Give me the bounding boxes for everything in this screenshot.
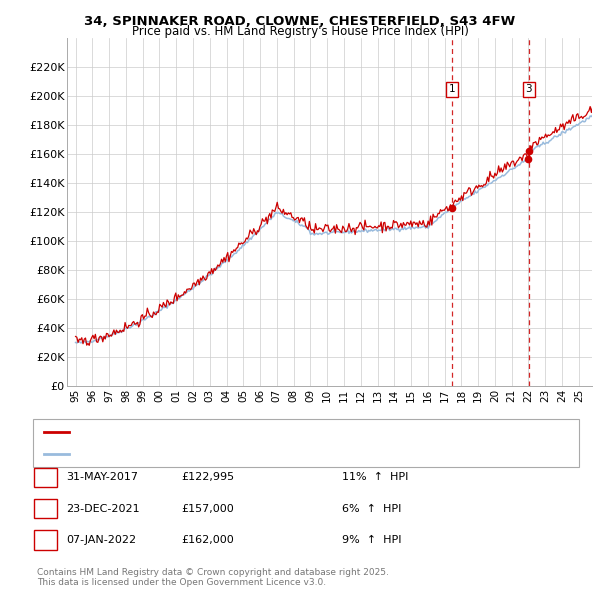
Text: £122,995: £122,995 [181, 473, 234, 482]
Text: 31-MAY-2017: 31-MAY-2017 [66, 473, 138, 482]
Text: 23-DEC-2021: 23-DEC-2021 [66, 504, 140, 513]
Text: This data is licensed under the Open Government Licence v3.0.: This data is licensed under the Open Gov… [37, 578, 326, 587]
Text: 1: 1 [42, 473, 49, 482]
Text: £157,000: £157,000 [181, 504, 234, 513]
Text: 2: 2 [42, 504, 49, 513]
Text: 34, SPINNAKER ROAD, CLOWNE, CHESTERFIELD, S43 4FW (semi-detached house): 34, SPINNAKER ROAD, CLOWNE, CHESTERFIELD… [72, 427, 471, 437]
Text: 9%  ↑  HPI: 9% ↑ HPI [342, 535, 401, 545]
Text: £162,000: £162,000 [181, 535, 234, 545]
Text: 07-JAN-2022: 07-JAN-2022 [66, 535, 136, 545]
Text: 3: 3 [42, 535, 49, 545]
Text: Price paid vs. HM Land Registry's House Price Index (HPI): Price paid vs. HM Land Registry's House … [131, 25, 469, 38]
Text: 3: 3 [526, 84, 532, 94]
Text: 34, SPINNAKER ROAD, CLOWNE, CHESTERFIELD, S43 4FW: 34, SPINNAKER ROAD, CLOWNE, CHESTERFIELD… [85, 15, 515, 28]
Text: HPI: Average price, semi-detached house, Bolsover: HPI: Average price, semi-detached house,… [72, 449, 322, 459]
Text: 11%  ↑  HPI: 11% ↑ HPI [342, 473, 409, 482]
Text: 1: 1 [448, 84, 455, 94]
Text: 6%  ↑  HPI: 6% ↑ HPI [342, 504, 401, 513]
Text: Contains HM Land Registry data © Crown copyright and database right 2025.: Contains HM Land Registry data © Crown c… [37, 568, 389, 576]
